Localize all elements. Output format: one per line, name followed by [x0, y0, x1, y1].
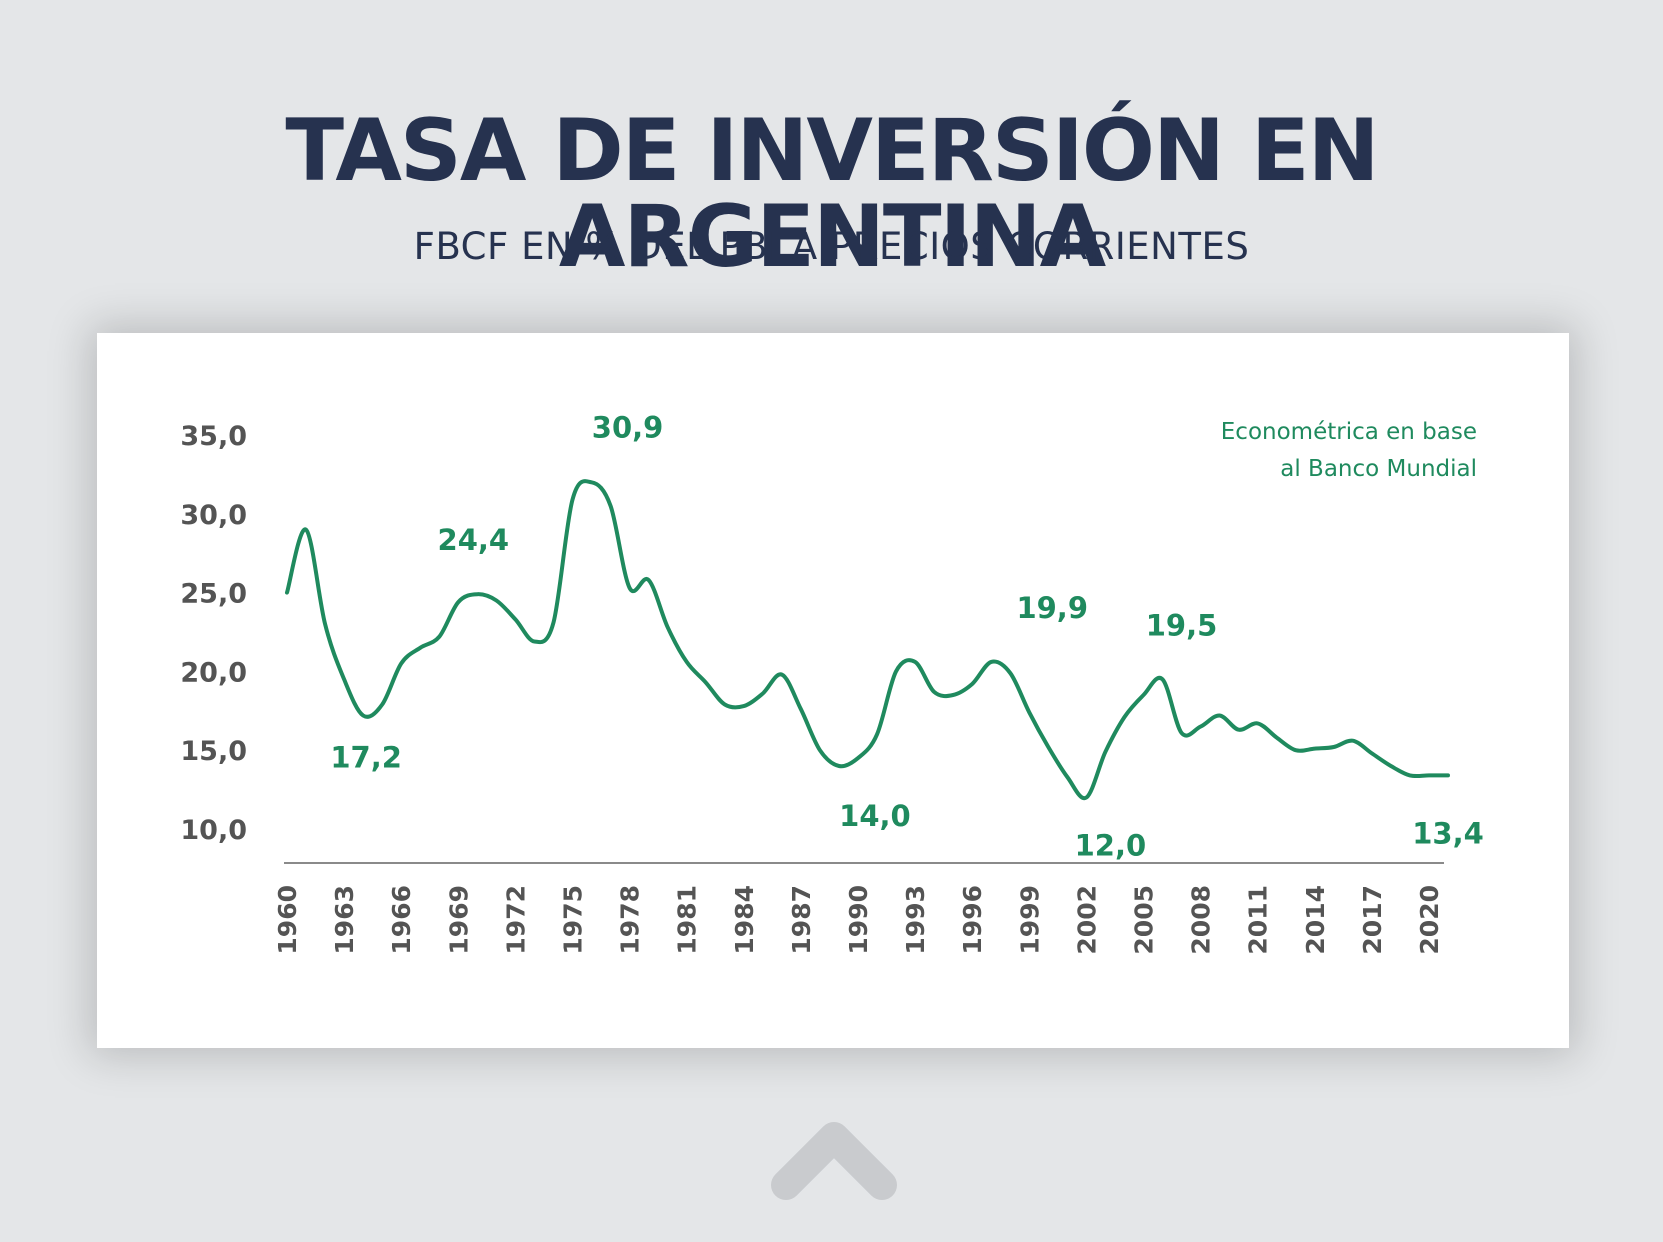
y-tick-label: 20,0 — [180, 657, 247, 688]
chart-card: 35,0 30,0 25,0 20,0 15,0 10,0 1960 1963 1966 196… — [97, 333, 1569, 1048]
y-tick-label: 30,0 — [180, 500, 247, 531]
x-tick-label: 1990 — [844, 885, 873, 955]
x-tick-label: 2014 — [1301, 885, 1330, 955]
page-title: TASA DE INVERSIÓN EN ARGENTINA — [285, 101, 1379, 287]
x-tick-label: 1960 — [273, 885, 302, 955]
x-tick-label: 1987 — [787, 885, 816, 955]
y-tick-label: 15,0 — [180, 736, 247, 767]
data-label: 12,0 — [1075, 828, 1147, 862]
data-label: 24,4 — [438, 523, 510, 557]
source-note-line-1: Econométrica en base — [1221, 419, 1477, 445]
x-tick-label: 1993 — [901, 885, 930, 955]
data-label: 13,4 — [1412, 816, 1484, 850]
x-tick-label: 1972 — [501, 885, 530, 955]
x-tick-label: 2020 — [1415, 885, 1444, 955]
y-axis: 35,0 30,0 25,0 20,0 15,0 10,0 — [180, 421, 247, 846]
series-line — [285, 479, 1450, 801]
page-subtitle: FBCF EN % DEL PBI A PRECIOS CORRIENTES — [413, 225, 1250, 268]
x-tick-label: 2005 — [1129, 885, 1158, 955]
x-tick-label: 1981 — [673, 885, 702, 955]
data-label: 17,2 — [330, 741, 402, 775]
x-tick-label: 1984 — [730, 885, 759, 955]
x-axis: 1960 1963 1966 1969 1972 1975 1978 1981 1984 1987… — [273, 885, 1444, 955]
chevron-up-icon[interactable] — [766, 1113, 902, 1203]
x-tick-label: 1978 — [616, 885, 645, 955]
x-tick-label: 1963 — [330, 885, 359, 955]
x-tick-label: 1996 — [958, 885, 987, 955]
x-tick-label: 1969 — [444, 885, 473, 955]
data-label: 30,9 — [592, 410, 664, 444]
x-tick-label: 2011 — [1244, 885, 1273, 955]
x-tick-label: 1966 — [387, 885, 416, 955]
x-tick-label: 2002 — [1072, 885, 1101, 955]
y-tick-label: 10,0 — [180, 815, 247, 846]
data-label: 14,0 — [839, 799, 911, 833]
x-tick-label: 1999 — [1015, 885, 1044, 955]
data-labels: 17,2 24,4 30,9 14,0 19,9 19,5 12,0 13,4 — [330, 410, 1483, 862]
x-tick-label: 1975 — [558, 885, 587, 955]
data-label: 19,5 — [1146, 608, 1218, 642]
source-note-line-2: al Banco Mundial — [1280, 456, 1477, 482]
line-chart: 35,030,025,020,015,010,0 1960 1963 1966 196… — [180, 410, 1483, 955]
source-note: Econométrica en base al Banco Mundial — [1221, 419, 1477, 482]
x-tick-label: 2008 — [1187, 885, 1216, 955]
x-tick-label: 2017 — [1358, 885, 1387, 955]
y-tick-label: 35,0 — [180, 421, 247, 452]
data-label: 19,9 — [1016, 591, 1088, 625]
y-tick-label: 25,0 — [180, 579, 247, 610]
